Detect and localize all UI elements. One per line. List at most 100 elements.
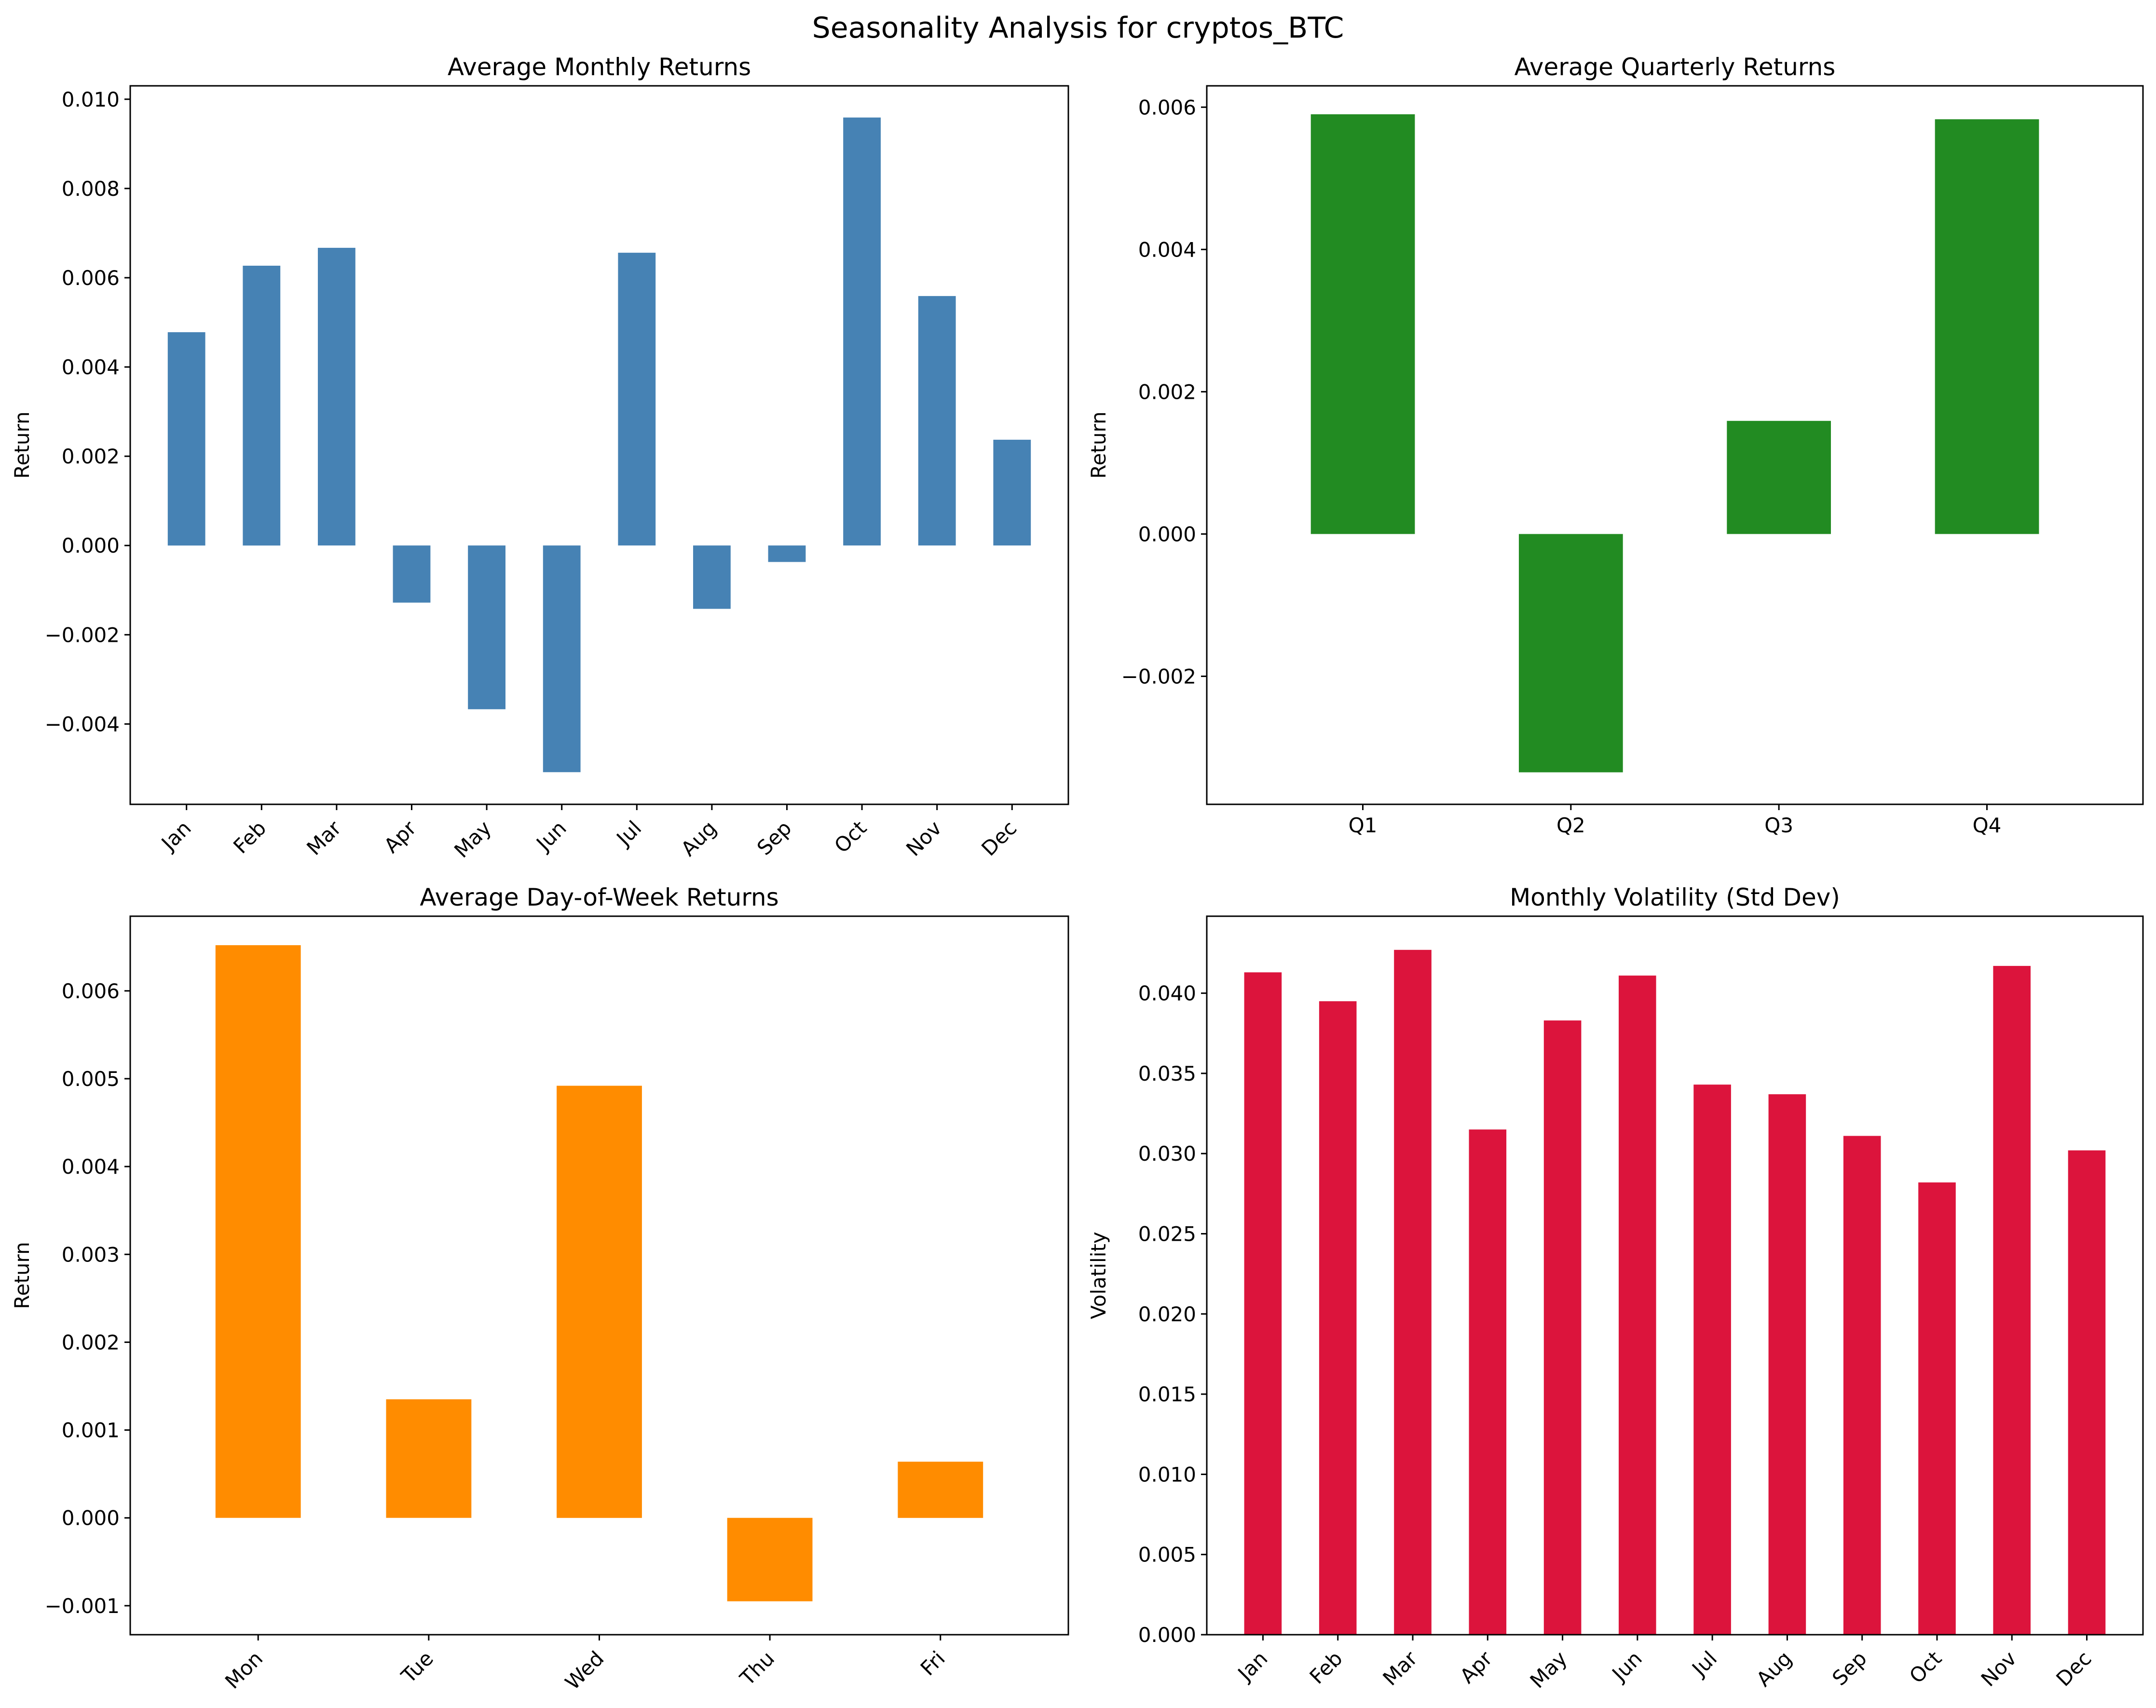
quarterly-return-bar-q4 — [1935, 119, 2039, 534]
x-tick-label: Jun — [1607, 1646, 1647, 1686]
monthly-volatility-bar-feb — [1319, 1001, 1357, 1635]
y-tick-label: 0.002 — [62, 1330, 120, 1354]
y-tick-label: 0.002 — [1138, 380, 1196, 404]
x-tick-label: Apr — [1455, 1646, 1497, 1688]
monthly-volatility-bar-oct — [1918, 1182, 1956, 1635]
y-tick-label: −0.002 — [45, 623, 120, 647]
monthly-return-bar-dec — [993, 439, 1031, 546]
x-tick-label: Thu — [735, 1646, 779, 1690]
x-tick-label: Feb — [229, 816, 271, 858]
y-tick-label: 0.020 — [1138, 1302, 1196, 1326]
x-tick-label: Q4 — [1973, 813, 2002, 837]
y-tick-label: 0.002 — [62, 445, 120, 468]
x-tick-label: Dec — [977, 816, 1021, 860]
panel-day-of-week-returns: −0.001 0.000 0.001 0.002 0.003 0.004 0.005 0.00… — [10, 883, 1069, 1694]
x-tick-label: Aug — [676, 816, 721, 861]
x-tick-label: Jan — [156, 816, 196, 856]
monthly-return-bar-jan — [167, 332, 205, 546]
x-tick-label: Sep — [1828, 1646, 1871, 1690]
y-tick-label: 0.015 — [1138, 1383, 1196, 1406]
y-tick-label: 0.000 — [1138, 522, 1196, 546]
quarterly-return-bar-q3 — [1727, 420, 1831, 534]
weekday-return-bar-fri — [898, 1462, 983, 1518]
weekday-return-bar-thu — [727, 1518, 813, 1601]
monthly-volatility-bar-mar — [1394, 949, 1432, 1635]
weekday-return-bar-mon — [215, 945, 301, 1518]
x-tick-label: Sep — [752, 816, 796, 860]
subplot-title: Average Quarterly Returns — [1515, 53, 1836, 81]
monthly-volatility-bar-sep — [1843, 1136, 1881, 1635]
y-axis-label: Return — [10, 411, 34, 478]
y-tick-label: 0.006 — [62, 266, 120, 290]
y-tick-label: 0.000 — [1138, 1623, 1196, 1647]
y-tick-label: 0.040 — [1138, 982, 1196, 1005]
y-tick-label: −0.002 — [1121, 664, 1196, 688]
axes-frame — [129, 85, 1069, 805]
monthly-volatility-bar-dec — [2068, 1150, 2106, 1635]
subplot-title: Monthly Volatility (Std Dev) — [1510, 883, 1840, 911]
x-tick-label: Mar — [1378, 1646, 1422, 1690]
x-tick-label: Jul — [611, 816, 646, 851]
x-tick-label: Nov — [1977, 1646, 2021, 1691]
monthly-volatility-bar-aug — [1768, 1094, 1806, 1635]
x-tick-label: Mar — [302, 816, 346, 860]
y-tick-label: 0.030 — [1138, 1142, 1196, 1166]
axes-frame — [1206, 915, 2144, 1636]
x-tick-label: Apr — [380, 816, 422, 858]
quarterly-return-bar-q1 — [1310, 114, 1415, 534]
y-tick-label: −0.001 — [45, 1594, 120, 1618]
x-tick-label: Q3 — [1764, 813, 1793, 837]
y-tick-label: 0.006 — [1138, 95, 1196, 119]
monthly-volatility-bar-apr — [1469, 1129, 1507, 1635]
axes-frame — [1206, 85, 2144, 805]
monthly-volatility-bar-jan — [1244, 972, 1282, 1635]
monthly-return-bar-jun — [543, 545, 581, 773]
x-tick-label: Nov — [901, 816, 946, 861]
monthly-return-bar-feb — [243, 266, 281, 546]
monthly-return-bar-aug — [693, 545, 731, 609]
x-tick-label: May — [1526, 1646, 1572, 1693]
monthly-volatility-bar-jun — [1619, 976, 1656, 1635]
y-tick-label: 0.000 — [62, 1506, 120, 1530]
x-tick-label: Q2 — [1556, 813, 1585, 837]
subplot-title: Average Monthly Returns — [448, 53, 751, 81]
monthly-return-bar-oct — [843, 117, 881, 546]
x-tick-label: Jun — [531, 816, 571, 856]
panel-quarterly-returns: −0.002 0.000 0.002 0.004 0.006 Q1 Q2 Q3 Q4 Averag… — [1087, 53, 2144, 837]
y-tick-label: 0.005 — [1138, 1543, 1196, 1567]
monthly-return-bar-apr — [393, 545, 431, 603]
y-tick-label: 0.004 — [1138, 238, 1196, 261]
x-tick-label: Mon — [220, 1646, 267, 1693]
y-tick-label: 0.035 — [1138, 1062, 1196, 1085]
subplot-title: Average Day-of-Week Returns — [420, 883, 778, 911]
monthly-volatility-bar-jul — [1693, 1084, 1731, 1635]
y-tick-label: 0.003 — [62, 1243, 120, 1266]
x-tick-label: Aug — [1752, 1646, 1797, 1691]
y-tick-label: 0.010 — [62, 88, 120, 111]
weekday-return-bar-tue — [386, 1399, 472, 1518]
x-tick-label: Jul — [1687, 1646, 1722, 1681]
y-tick-label: 0.010 — [1138, 1463, 1196, 1486]
y-tick-label: 0.000 — [62, 534, 120, 557]
monthly-return-bar-nov — [918, 296, 956, 546]
figure-title: Seasonality Analysis for cryptos_BTC — [812, 11, 1344, 45]
y-axis-label: Return — [10, 1242, 34, 1309]
monthly-volatility-bar-may — [1543, 1020, 1582, 1635]
y-tick-label: 0.005 — [62, 1067, 120, 1091]
y-tick-label: 0.004 — [62, 1155, 120, 1179]
panel-monthly-volatility: 0.000 0.005 0.010 0.015 0.020 0.025 0.030 0.035… — [1087, 883, 2144, 1693]
x-tick-label: Feb — [1305, 1646, 1347, 1688]
monthly-return-bar-mar — [318, 247, 355, 546]
y-tick-label: 0.006 — [62, 979, 120, 1003]
x-tick-label: Fri — [916, 1646, 950, 1680]
x-tick-label: Wed — [560, 1646, 608, 1694]
monthly-return-bar-sep — [768, 545, 806, 562]
weekday-return-bar-wed — [557, 1085, 642, 1518]
y-axis-label: Return — [1087, 411, 1110, 478]
y-axis-label: Volatility — [1087, 1232, 1110, 1319]
x-tick-label: Oct — [830, 816, 871, 857]
monthly-return-bar-may — [468, 545, 505, 709]
y-tick-label: 0.004 — [62, 355, 120, 379]
x-tick-label: Oct — [1905, 1646, 1946, 1688]
y-tick-label: 0.001 — [62, 1419, 120, 1442]
